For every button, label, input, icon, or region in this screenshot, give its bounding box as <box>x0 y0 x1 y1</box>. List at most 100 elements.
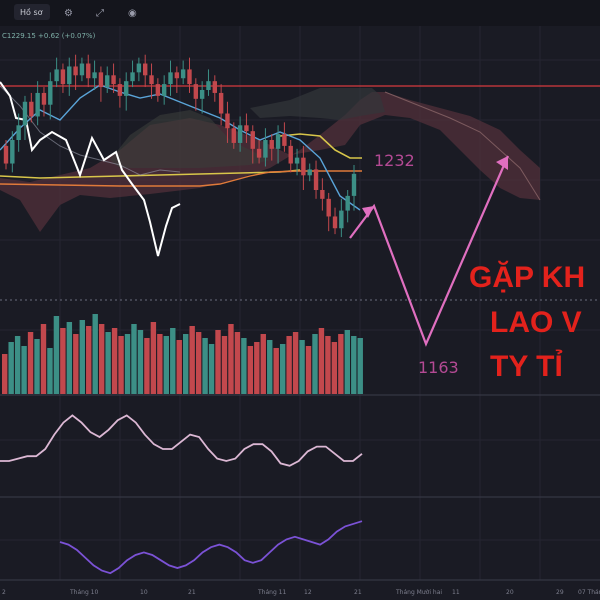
candle-down <box>256 148 262 158</box>
candle-down <box>3 145 9 164</box>
x-axis-tick-label: 2 <box>2 589 6 596</box>
volume-bar <box>234 332 241 394</box>
projection-arrowhead-1 <box>362 206 374 218</box>
candle-up <box>307 169 312 176</box>
candle-up <box>124 81 129 96</box>
candle-down <box>313 169 319 190</box>
candle-up <box>339 210 344 229</box>
cloud-edge-line <box>384 91 541 201</box>
projection-path <box>349 155 510 347</box>
candle-up <box>275 134 281 149</box>
candle-up <box>263 140 268 158</box>
x-axis-tick-label: Tháng 10 <box>69 589 98 596</box>
volume-bar <box>318 328 325 394</box>
candle-up <box>79 63 85 76</box>
volume-bar <box>105 332 111 394</box>
volume-bar <box>157 334 163 394</box>
candles-group <box>3 54 357 238</box>
volume-bar <box>124 334 131 394</box>
candle-down <box>73 66 78 76</box>
volume-bar <box>27 332 34 394</box>
yellow-tenkan-line <box>279 133 362 159</box>
candle-up <box>10 140 15 164</box>
candle-down <box>86 63 91 79</box>
menu-dropdown[interactable]: Hồ sơ <box>14 4 50 20</box>
headline-line-1: GẶP KH <box>469 260 585 294</box>
volume-bar <box>183 334 189 394</box>
candle-down <box>187 69 192 85</box>
volume-bar <box>34 339 40 394</box>
candle-down <box>149 75 154 85</box>
candle-down <box>269 140 274 149</box>
volume-bar <box>312 334 318 394</box>
candle-up <box>237 125 243 143</box>
volume-bar <box>163 336 170 394</box>
candle-down <box>282 134 287 146</box>
candle-down <box>111 75 116 85</box>
volume-bar <box>305 346 312 394</box>
volume-bar <box>273 348 279 394</box>
volume-bar <box>208 344 215 394</box>
candle-down <box>98 72 104 88</box>
candle-down <box>155 84 161 96</box>
volume-bar <box>325 336 331 394</box>
volume-bar <box>131 324 137 394</box>
gear-icon[interactable]: ⚙ <box>64 8 73 19</box>
candle-up <box>22 101 28 126</box>
headline-line-2: LAO V <box>490 306 582 339</box>
ichimoku-cloud-bull <box>110 110 270 168</box>
candle-down <box>301 157 306 176</box>
volume-bar <box>351 336 357 394</box>
volume-bar <box>73 334 79 394</box>
volume-bar <box>260 334 266 394</box>
candle-down <box>250 131 255 149</box>
candle-down <box>143 63 148 76</box>
volume-bar <box>215 330 221 394</box>
volume-bar <box>60 328 66 394</box>
volume-bar <box>292 332 299 394</box>
camera-icon[interactable]: ◉ <box>128 8 137 19</box>
ichimoku-cloud-upper <box>250 88 385 120</box>
volume-bar <box>86 326 92 394</box>
candle-up <box>351 173 357 196</box>
x-axis-tick-label: 21 <box>354 589 362 596</box>
ichimoku-cloud <box>0 92 540 232</box>
x-axis-tick-label: 10 <box>140 589 148 596</box>
volume-bar <box>21 346 27 394</box>
oscillator-line <box>0 414 363 467</box>
volume-bar <box>267 340 273 394</box>
candle-down <box>60 69 66 85</box>
top-toolbar <box>0 0 600 26</box>
candle-down <box>225 113 230 129</box>
candle-up <box>54 69 59 82</box>
candle-up <box>48 81 53 105</box>
candle-down <box>218 92 224 114</box>
fullscreen-icon[interactable]: ⤢ <box>96 8 104 19</box>
candle-up <box>206 81 211 90</box>
candle-up <box>92 72 97 79</box>
volume-bar <box>53 316 60 394</box>
candle-down <box>320 190 325 199</box>
volume-bar <box>299 340 305 394</box>
volume-bar <box>247 346 254 394</box>
x-axis-tick-label: 11 <box>452 589 460 596</box>
volume-bar <box>144 338 150 394</box>
x-axis-tick-label: 21 <box>188 589 196 596</box>
candle-up <box>67 66 72 85</box>
volume-bar <box>338 334 344 394</box>
projection-line <box>349 155 510 347</box>
x-axis-tick-label: 12 <box>304 589 312 596</box>
volume-bar <box>47 348 53 394</box>
x-axis-tick-label: Tháng Mười hai <box>395 589 442 596</box>
volume-bar <box>286 336 292 394</box>
candle-down <box>244 125 249 132</box>
menu-label: Hồ sơ <box>20 7 43 17</box>
volume-bar <box>241 338 247 394</box>
candle-up <box>136 63 142 73</box>
candle-up <box>294 157 300 164</box>
target-low-label: 1163 <box>418 358 459 377</box>
volume-bar <box>170 328 176 394</box>
candle-down <box>332 216 338 229</box>
